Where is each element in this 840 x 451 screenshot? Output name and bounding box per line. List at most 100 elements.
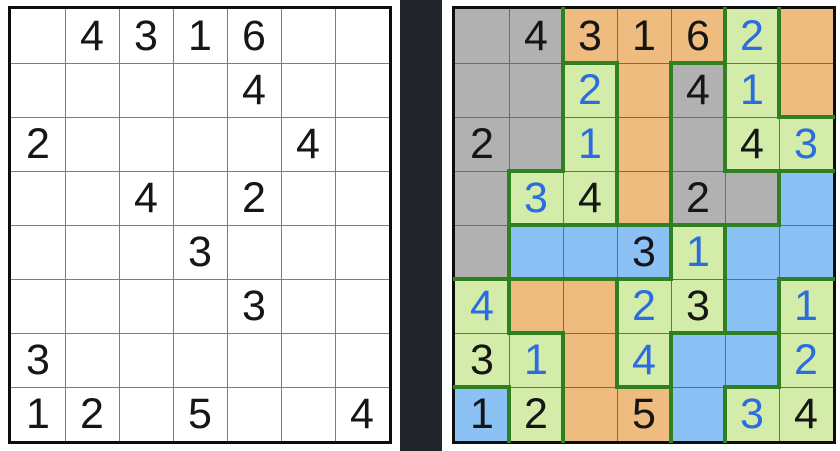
cell-r2c1[interactable] bbox=[11, 63, 65, 117]
cell-r6c6[interactable] bbox=[725, 279, 779, 333]
cell-r5c5[interactable]: 1 bbox=[671, 225, 725, 279]
cell-r5c1[interactable] bbox=[455, 225, 509, 279]
cell-r7c4[interactable]: 4 bbox=[617, 333, 671, 387]
cell-r7c3[interactable] bbox=[119, 333, 173, 387]
cell-r5c7[interactable] bbox=[335, 225, 389, 279]
cell-r2c6[interactable] bbox=[281, 63, 335, 117]
cell-r4c6[interactable] bbox=[281, 171, 335, 225]
cell-r6c6[interactable] bbox=[281, 279, 335, 333]
cell-r4c1[interactable] bbox=[11, 171, 65, 225]
cell-r7c2[interactable] bbox=[65, 333, 119, 387]
cell-r3c5[interactable] bbox=[227, 117, 281, 171]
cell-r4c4[interactable] bbox=[173, 171, 227, 225]
cell-r3c4[interactable] bbox=[173, 117, 227, 171]
cell-r8c4[interactable]: 5 bbox=[173, 387, 227, 441]
cell-r6c1[interactable] bbox=[11, 279, 65, 333]
cell-r4c2[interactable] bbox=[65, 171, 119, 225]
cell-r3c1[interactable]: 2 bbox=[11, 117, 65, 171]
cell-r6c5[interactable]: 3 bbox=[227, 279, 281, 333]
cell-r8c2[interactable]: 2 bbox=[509, 387, 563, 441]
cell-r7c1[interactable]: 3 bbox=[455, 333, 509, 387]
cell-r1c6[interactable] bbox=[281, 9, 335, 63]
cell-r8c5[interactable] bbox=[671, 387, 725, 441]
cell-r1c3[interactable]: 3 bbox=[563, 9, 617, 63]
cell-r2c3[interactable] bbox=[119, 63, 173, 117]
cell-r5c7[interactable] bbox=[779, 225, 833, 279]
cell-r5c6[interactable] bbox=[281, 225, 335, 279]
cell-r2c1[interactable] bbox=[455, 63, 509, 117]
cell-r3c1[interactable]: 2 bbox=[455, 117, 509, 171]
cell-r4c2[interactable]: 3 bbox=[509, 171, 563, 225]
cell-r2c4[interactable] bbox=[617, 63, 671, 117]
cell-r3c3[interactable]: 1 bbox=[563, 117, 617, 171]
cell-r6c1[interactable]: 4 bbox=[455, 279, 509, 333]
cell-r3c4[interactable] bbox=[617, 117, 671, 171]
cell-r4c3[interactable]: 4 bbox=[563, 171, 617, 225]
cell-r2c2[interactable] bbox=[509, 63, 563, 117]
cell-r1c5[interactable]: 6 bbox=[227, 9, 281, 63]
cell-r4c6[interactable] bbox=[725, 171, 779, 225]
cell-r5c2[interactable] bbox=[65, 225, 119, 279]
cell-r3c3[interactable] bbox=[119, 117, 173, 171]
cell-r7c3[interactable] bbox=[563, 333, 617, 387]
cell-r8c7[interactable]: 4 bbox=[335, 387, 389, 441]
cell-r1c7[interactable] bbox=[779, 9, 833, 63]
cell-r5c1[interactable] bbox=[11, 225, 65, 279]
cell-r5c3[interactable] bbox=[563, 225, 617, 279]
cell-r4c7[interactable] bbox=[335, 171, 389, 225]
cell-r8c2[interactable]: 2 bbox=[65, 387, 119, 441]
cell-r7c1[interactable]: 3 bbox=[11, 333, 65, 387]
cell-r5c6[interactable] bbox=[725, 225, 779, 279]
cell-r8c1[interactable]: 1 bbox=[11, 387, 65, 441]
cell-r8c6[interactable]: 3 bbox=[725, 387, 779, 441]
cell-r8c7[interactable]: 4 bbox=[779, 387, 833, 441]
cell-r2c5[interactable]: 4 bbox=[227, 63, 281, 117]
cell-r3c6[interactable]: 4 bbox=[725, 117, 779, 171]
cell-r6c4[interactable] bbox=[173, 279, 227, 333]
cell-r1c1[interactable] bbox=[11, 9, 65, 63]
cell-r1c4[interactable]: 1 bbox=[617, 9, 671, 63]
cell-r7c5[interactable] bbox=[227, 333, 281, 387]
cell-r7c4[interactable] bbox=[173, 333, 227, 387]
cell-r6c2[interactable] bbox=[509, 279, 563, 333]
cell-r1c4[interactable]: 1 bbox=[173, 9, 227, 63]
cell-r8c5[interactable] bbox=[227, 387, 281, 441]
cell-r2c4[interactable] bbox=[173, 63, 227, 117]
cell-r1c1[interactable] bbox=[455, 9, 509, 63]
cell-r7c7[interactable]: 2 bbox=[779, 333, 833, 387]
cell-r5c3[interactable] bbox=[119, 225, 173, 279]
cell-r8c3[interactable] bbox=[119, 387, 173, 441]
cell-r6c7[interactable]: 1 bbox=[779, 279, 833, 333]
cell-r1c5[interactable]: 6 bbox=[671, 9, 725, 63]
cell-r6c4[interactable]: 2 bbox=[617, 279, 671, 333]
cell-r8c3[interactable] bbox=[563, 387, 617, 441]
cell-r3c2[interactable] bbox=[65, 117, 119, 171]
cell-r6c2[interactable] bbox=[65, 279, 119, 333]
cell-r6c7[interactable] bbox=[335, 279, 389, 333]
cell-r6c3[interactable] bbox=[119, 279, 173, 333]
cell-r2c5[interactable]: 4 bbox=[671, 63, 725, 117]
cell-r6c3[interactable] bbox=[563, 279, 617, 333]
cell-r4c7[interactable] bbox=[779, 171, 833, 225]
cell-r4c5[interactable]: 2 bbox=[227, 171, 281, 225]
cell-r5c4[interactable]: 3 bbox=[173, 225, 227, 279]
cell-r7c6[interactable] bbox=[281, 333, 335, 387]
cell-r3c7[interactable] bbox=[335, 117, 389, 171]
cell-r3c7[interactable]: 3 bbox=[779, 117, 833, 171]
cell-r2c6[interactable]: 1 bbox=[725, 63, 779, 117]
cell-r3c2[interactable] bbox=[509, 117, 563, 171]
cell-r1c2[interactable]: 4 bbox=[509, 9, 563, 63]
cell-r4c5[interactable]: 2 bbox=[671, 171, 725, 225]
cell-r4c4[interactable] bbox=[617, 171, 671, 225]
cell-r3c5[interactable] bbox=[671, 117, 725, 171]
cell-r8c1[interactable]: 1 bbox=[455, 387, 509, 441]
cell-r5c5[interactable] bbox=[227, 225, 281, 279]
cell-r8c6[interactable] bbox=[281, 387, 335, 441]
cell-r6c5[interactable]: 3 bbox=[671, 279, 725, 333]
cell-r2c3[interactable]: 2 bbox=[563, 63, 617, 117]
cell-r7c6[interactable] bbox=[725, 333, 779, 387]
cell-r7c2[interactable]: 1 bbox=[509, 333, 563, 387]
cell-r1c7[interactable] bbox=[335, 9, 389, 63]
cell-r1c2[interactable]: 4 bbox=[65, 9, 119, 63]
cell-r1c3[interactable]: 3 bbox=[119, 9, 173, 63]
